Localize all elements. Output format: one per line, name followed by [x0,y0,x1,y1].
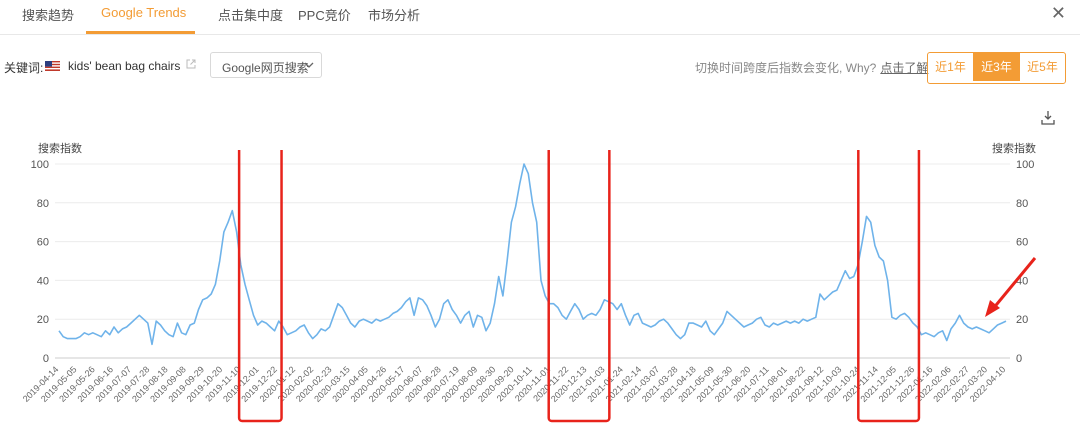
y-tick-label-left: 0 [43,353,49,365]
tab-google-trends[interactable]: Google Trends [101,5,187,20]
y-tick-label-left: 20 [37,314,49,326]
chevron-down-icon [304,62,314,68]
range-hint-text: 切换时间跨度后指数会变化, Why? [695,61,877,75]
tab-click-concentration[interactable]: 点击集中度 [218,8,284,23]
highlight-box [857,150,921,423]
annotation-arrowhead [985,300,1000,317]
keyword-label: 关键词: [4,61,44,75]
range-selector: 近1年 近3年 近5年 [927,52,1066,84]
y-tick-label-right: 80 [1016,198,1028,210]
tab-market-analysis[interactable]: 市场分析 [368,8,421,23]
y-tick-label-left: 80 [37,198,49,210]
annotation-arrow [990,257,1037,311]
us-flag-icon [45,61,60,71]
search-type-select[interactable]: Google网页搜索 [210,52,322,78]
range-3y-button[interactable]: 近3年 [973,53,1019,81]
keyword-text: kids' bean bag chairs [68,59,181,73]
external-link-icon[interactable] [186,59,196,69]
tab-search-trend[interactable]: 搜索趋势 [22,8,75,23]
y-tick-label-right: 20 [1016,314,1028,326]
highlight-box [237,150,283,423]
range-5y-button[interactable]: 近5年 [1019,53,1065,81]
y-tick-label-left: 40 [37,275,49,287]
keyword-row: 关键词: kids' bean bag chairs Google网页搜索 切换… [0,52,1080,84]
close-icon[interactable]: ✕ [1050,3,1066,23]
y-tick-label-left: 60 [37,237,49,249]
y-axis-label-left: 搜索指数 [38,143,82,155]
range-hint: 切换时间跨度后指数会变化, Why? 点击了解 [695,59,928,76]
search-type-value: Google网页搜索 [222,61,309,75]
learn-more-link[interactable]: 点击了解 [880,61,929,75]
y-tick-label-right: 60 [1016,237,1028,249]
y-axis-label-right: 搜索指数 [992,143,1036,155]
highlight-box [547,150,611,423]
y-tick-label-right: 0 [1016,353,1022,365]
active-tab-indicator [86,31,195,34]
tab-bar: 搜索趋势 Google Trends 点击集中度 PPC竞价 市场分析 ✕ [0,0,1080,35]
tab-ppc-bid[interactable]: PPC竞价 [298,8,351,23]
range-1y-button[interactable]: 近1年 [935,60,966,74]
y-tick-label-right: 100 [1016,159,1034,171]
series-line [58,163,1007,346]
y-tick-label-left: 100 [31,159,49,171]
download-icon[interactable] [1040,110,1056,126]
